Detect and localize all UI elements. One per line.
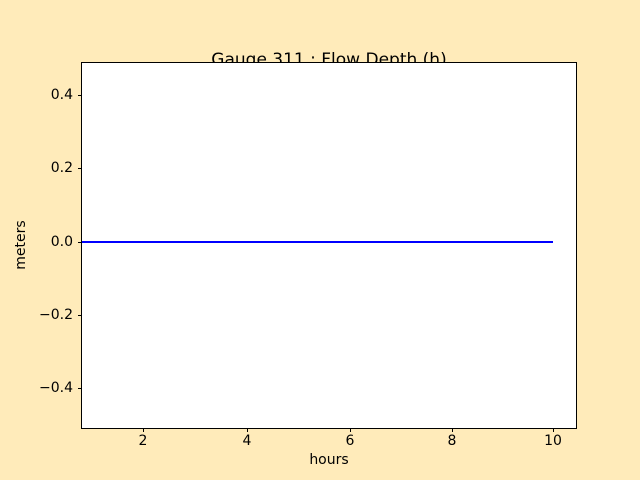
- y-axis-tick-label: −0.2: [39, 307, 73, 323]
- y-axis-tick-label: 0.2: [50, 160, 73, 176]
- y-axis-tick-label: 0.4: [50, 87, 73, 103]
- y-axis-tick-label: 0.0: [50, 234, 73, 250]
- x-axis-tick: [553, 428, 554, 432]
- x-axis-label: hours: [309, 452, 349, 468]
- y-axis-tick-label: −0.4: [39, 380, 73, 396]
- plot-area: 2 4 6 8 10 0.4 0.2 0.0 −0.2 −0.4: [39, 62, 577, 448]
- y-axis-tick: [78, 95, 82, 96]
- x-axis-tick: [143, 428, 144, 432]
- x-axis-tick: [247, 428, 248, 432]
- x-axis-tick-label: 6: [345, 433, 355, 449]
- x-axis-tick-label: 4: [242, 433, 252, 449]
- x-axis-tick: [350, 428, 351, 432]
- x-axis-tick-label: 2: [138, 433, 148, 449]
- x-axis-tick-label: 10: [544, 433, 562, 449]
- y-axis-tick: [78, 315, 82, 316]
- y-axis-label: meters: [13, 220, 29, 270]
- y-axis-tick: [78, 388, 82, 389]
- y-axis-tick: [78, 242, 82, 243]
- y-axis-tick: [78, 168, 82, 169]
- x-axis-tick: [452, 428, 453, 432]
- x-axis-tick-label: 8: [447, 433, 457, 449]
- flow-depth-line: [82, 241, 553, 243]
